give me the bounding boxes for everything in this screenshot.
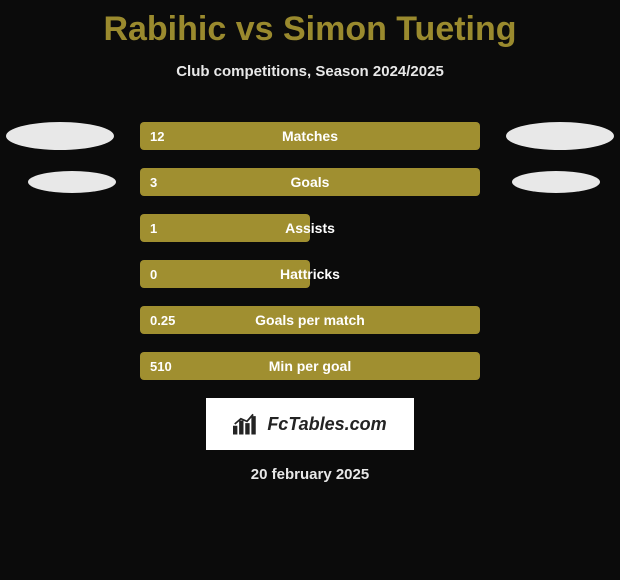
fctables-logo-badge: FcTables.com <box>206 398 414 450</box>
stat-row-assists: 1 Assists <box>0 214 620 242</box>
player-left-body-ellipse <box>28 171 116 193</box>
bar-container: 510 Min per goal <box>140 352 480 380</box>
bar-container: 12 Matches <box>140 122 480 150</box>
stat-row-hattricks: 0 Hattricks <box>0 260 620 288</box>
bar-left-value: 0.25 <box>140 313 175 328</box>
bar-left-value: 510 <box>140 359 172 374</box>
stat-row-goals: 3 Goals <box>0 168 620 196</box>
player-right-body-ellipse <box>512 171 600 193</box>
bar-left: 1 <box>140 214 310 242</box>
stats-area: 12 Matches 3 Goals 1 Assists <box>0 122 620 380</box>
bar-left: 0 <box>140 260 310 288</box>
bar-container: 0 Hattricks <box>140 260 480 288</box>
player-left-head-ellipse <box>6 122 114 150</box>
bars-icon <box>233 413 261 435</box>
bar-left-value: 1 <box>140 221 157 236</box>
bar-container: 0.25 Goals per match <box>140 306 480 334</box>
bar-left-value: 0 <box>140 267 157 282</box>
comparison-date: 20 february 2025 <box>0 466 620 483</box>
comparison-subtitle: Club competitions, Season 2024/2025 <box>0 63 620 80</box>
stat-row-goals-per-match: 0.25 Goals per match <box>0 306 620 334</box>
bar-left-value: 12 <box>140 129 164 144</box>
stat-row-matches: 12 Matches <box>0 122 620 150</box>
bar-container: 1 Assists <box>140 214 480 242</box>
bar-left: 12 <box>140 122 480 150</box>
bar-left-value: 3 <box>140 175 157 190</box>
stat-row-min-per-goal: 510 Min per goal <box>0 352 620 380</box>
bar-container: 3 Goals <box>140 168 480 196</box>
bar-left: 3 <box>140 168 480 196</box>
comparison-title: Rabihic vs Simon Tueting <box>0 0 620 49</box>
logo-text: FcTables.com <box>267 414 386 435</box>
bar-left: 0.25 <box>140 306 480 334</box>
bar-left: 510 <box>140 352 480 380</box>
player-right-head-ellipse <box>506 122 614 150</box>
